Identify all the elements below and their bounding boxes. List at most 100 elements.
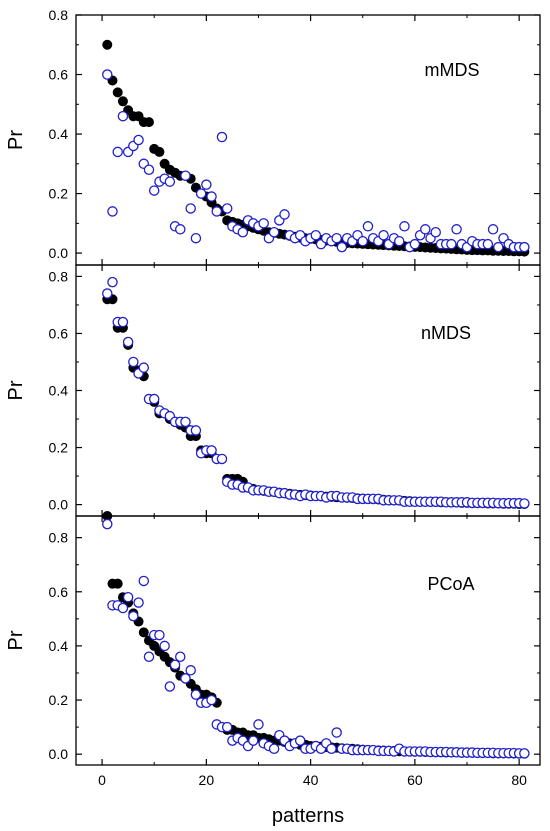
y-tick-label: 0.8 <box>49 268 69 284</box>
data-point <box>446 238 457 250</box>
data-point <box>378 229 389 241</box>
data-point <box>138 575 150 587</box>
data-point <box>201 179 212 190</box>
x-tick-label: 80 <box>511 772 527 788</box>
data-point <box>190 232 202 244</box>
plot-frame <box>75 264 541 517</box>
data-point <box>248 735 259 746</box>
data-point <box>117 96 128 107</box>
data-point <box>519 498 530 509</box>
panel-label: nMDS <box>421 323 471 343</box>
y-tick-label: 0.2 <box>49 692 69 708</box>
data-point <box>128 356 139 368</box>
y-axis-title: Pr <box>5 380 27 400</box>
y-tick-label: 0.8 <box>49 530 69 546</box>
data-point <box>310 229 322 241</box>
data-point <box>138 362 150 373</box>
data-point <box>519 241 530 253</box>
data-point <box>326 743 337 755</box>
data-point <box>331 232 342 244</box>
data-point <box>175 224 186 235</box>
data-point <box>143 117 154 128</box>
data-point <box>195 188 207 199</box>
data-point <box>409 238 421 250</box>
data-point <box>185 203 196 214</box>
data-point <box>221 721 233 733</box>
data-point <box>362 221 374 232</box>
data-point <box>164 681 176 692</box>
data-point <box>122 591 134 603</box>
y-tick-label: 0.2 <box>49 186 69 202</box>
y-tick-label: 0.0 <box>49 497 69 513</box>
data-point <box>331 727 342 738</box>
data-point <box>102 288 113 299</box>
data-point <box>253 719 264 730</box>
data-point <box>143 164 155 176</box>
data-point <box>180 170 191 181</box>
data-point <box>519 748 530 759</box>
series-open <box>102 518 530 759</box>
data-point <box>122 336 134 348</box>
data-point <box>159 640 170 652</box>
y-tick-label: 0.2 <box>49 440 69 456</box>
data-point <box>357 235 368 247</box>
data-point <box>206 694 217 706</box>
data-point <box>268 743 280 755</box>
data-point <box>133 134 144 146</box>
panel-nmds: 0.0 0.2 0.4 0.6 0.8 Pr nMDS <box>5 264 541 517</box>
data-point <box>185 665 196 676</box>
data-point <box>112 578 123 589</box>
plot-frame <box>75 515 541 766</box>
data-point <box>216 453 228 465</box>
data-point <box>102 518 113 530</box>
y-tick-label: 0.6 <box>49 67 69 83</box>
series-open <box>102 69 530 253</box>
data-point <box>211 206 223 217</box>
data-point <box>294 735 306 746</box>
data-point <box>206 191 217 202</box>
x-axis-title: patterns <box>272 805 344 827</box>
data-point <box>268 227 280 238</box>
data-point <box>117 110 129 122</box>
data-point <box>102 39 113 50</box>
y-tick-label: 0.6 <box>49 325 69 341</box>
x-tick-label: 20 <box>199 772 215 788</box>
data-point <box>138 627 149 638</box>
data-point <box>133 597 144 608</box>
data-point <box>180 673 191 684</box>
y-tick-label: 0.0 <box>49 746 69 762</box>
data-point <box>164 176 176 187</box>
data-point <box>169 659 181 671</box>
y-axis-title: Pr <box>5 630 27 650</box>
data-point <box>451 224 462 235</box>
y-tick-label: 0.8 <box>49 7 69 23</box>
data-point <box>482 238 494 250</box>
data-point <box>175 651 186 662</box>
data-point <box>112 146 123 158</box>
x-tick-label: 40 <box>303 772 319 788</box>
y-tick-label: 0.4 <box>49 126 69 142</box>
data-point <box>180 416 191 428</box>
data-point <box>237 227 249 238</box>
data-point <box>190 689 202 700</box>
panel-label: mMDS <box>425 60 480 80</box>
data-point <box>190 425 202 436</box>
data-point <box>420 224 431 235</box>
data-point <box>143 651 155 662</box>
data-point <box>117 602 129 614</box>
data-point <box>430 227 441 238</box>
x-tick-label: 60 <box>407 772 423 788</box>
data-point <box>221 203 233 214</box>
y-tick-label: 0.6 <box>49 584 69 600</box>
data-point <box>487 224 499 235</box>
data-point <box>393 235 405 247</box>
y-tick-label: 0.0 <box>49 245 69 261</box>
data-point <box>279 209 290 220</box>
data-point <box>148 185 160 196</box>
data-point <box>258 218 269 229</box>
data-point <box>493 241 504 253</box>
data-point <box>399 221 410 232</box>
x-tick-label: 0 <box>98 772 106 788</box>
plot-frame <box>75 14 541 266</box>
